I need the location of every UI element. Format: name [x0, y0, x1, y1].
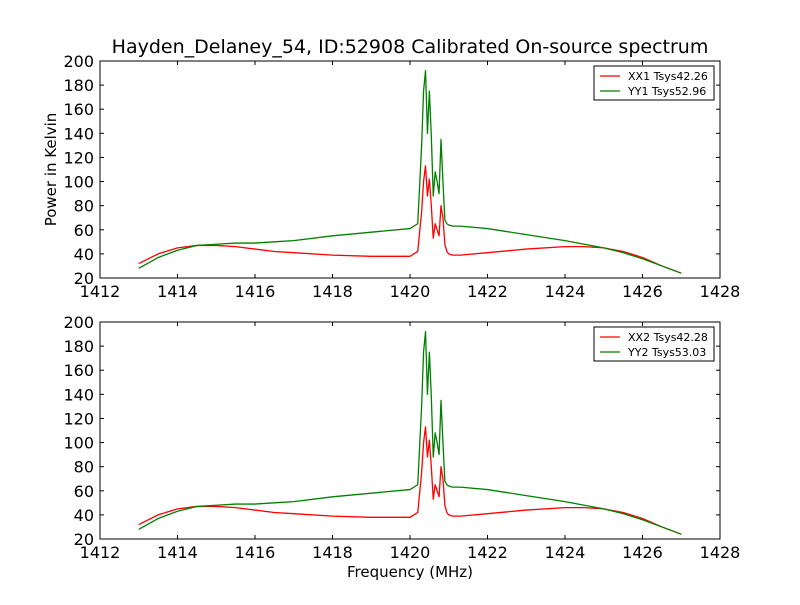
x-tick-label: 1420	[390, 543, 431, 562]
bottom-subplot: 1412 1414 1416 1418 1420 1422 1424 1426 1428 20 40…	[63, 313, 740, 581]
y-tick-label: 20	[74, 530, 94, 549]
chart-title: Hayden_Delaney_54, ID:52908 Calibrated O…	[112, 36, 709, 58]
x-tick-label: 1414	[157, 543, 198, 562]
y-tick-label: 80	[74, 197, 94, 216]
series-line-xx1	[138, 165, 682, 274]
series-line-yy1	[138, 69, 682, 274]
y-tick-label: 20	[74, 269, 94, 288]
x-tick-label: 1424	[545, 282, 586, 301]
x-tick-label: 1414	[157, 282, 198, 301]
legend-box	[593, 65, 715, 101]
y-tick-label: 140	[63, 124, 94, 143]
legend-entry-label: YY1 Tsys52.96	[627, 85, 706, 98]
y-tick-label: 160	[63, 361, 94, 380]
y-tick-label: 180	[63, 76, 94, 95]
series-line-yy2	[138, 330, 682, 535]
x-tick-label: 1416	[235, 282, 276, 301]
y-tick-label: 60	[74, 482, 94, 501]
y-tick-label: 60	[74, 221, 94, 240]
y-tick-label: 120	[63, 409, 94, 428]
x-tick-label: 1422	[467, 282, 508, 301]
x-tick-label: 1426	[622, 282, 663, 301]
x-tick-label: 1418	[312, 543, 353, 562]
y-tick-label: 100	[63, 173, 94, 192]
series-line-xx2	[138, 426, 682, 535]
legend-entry-label: YY2 Tsys53.03	[627, 346, 706, 359]
x-axis-label: Frequency (MHz)	[347, 563, 473, 581]
x-tick-label: 1420	[390, 282, 431, 301]
x-tick-label: 1424	[545, 543, 586, 562]
legend-entry-label: XX1 Tsys42.26	[628, 70, 708, 83]
legend: XX1 Tsys42.26 YY1 Tsys52.96	[593, 65, 715, 101]
legend-box	[593, 326, 715, 362]
y-tick-label: 200	[63, 52, 94, 71]
y-axis-label: Power in Kelvin	[42, 113, 60, 227]
y-tick-label: 100	[63, 434, 94, 453]
legend-entry-label: XX2 Tsys42.28	[628, 331, 708, 344]
y-tick-label: 40	[74, 506, 94, 525]
y-tick-label: 80	[74, 458, 94, 477]
x-tick-label: 1422	[467, 543, 508, 562]
legend: XX2 Tsys42.28 YY2 Tsys53.03	[593, 326, 715, 362]
top-subplot: 1412 1414 1416 1418 1420 1422 1424 1426 1428 20 40…	[42, 52, 740, 301]
y-tick-label: 160	[63, 100, 94, 119]
y-tick-label: 180	[63, 337, 94, 356]
x-tick-label: 1412	[80, 543, 121, 562]
x-tick-label: 1428	[700, 543, 741, 562]
x-tick-label: 1426	[622, 543, 663, 562]
x-tick-label: 1412	[80, 282, 121, 301]
y-tick-label: 120	[63, 148, 94, 167]
x-tick-label: 1416	[235, 543, 276, 562]
y-tick-label: 200	[63, 313, 94, 332]
x-tick-label: 1418	[312, 282, 353, 301]
y-tick-label: 40	[74, 245, 94, 264]
x-tick-label: 1428	[700, 282, 741, 301]
y-tick-label: 140	[63, 385, 94, 404]
